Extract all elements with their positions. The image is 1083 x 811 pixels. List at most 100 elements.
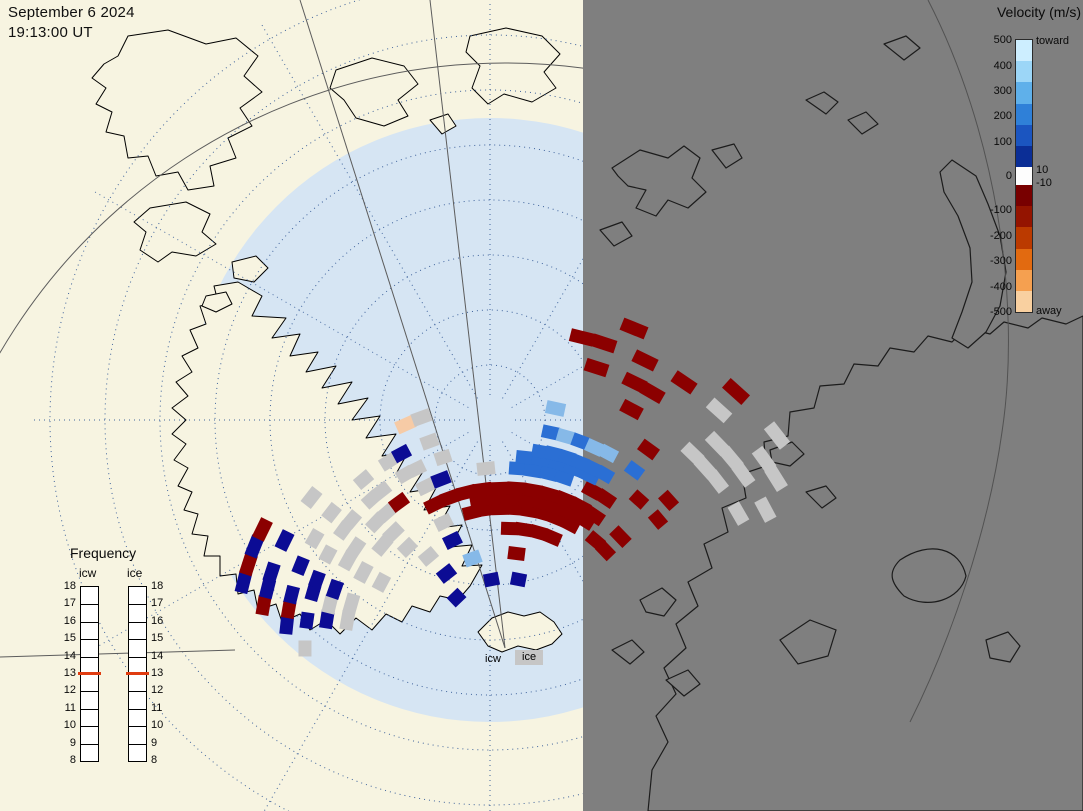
coast-fj-islet-b [847,111,879,135]
frequency-tick-label: 10 [63,719,76,731]
frequency-tick-label: 17 [63,597,76,609]
coast-iceland [477,611,563,653]
inlet-outline [779,619,837,665]
time-text: 19:13:00 UT [8,23,93,41]
velocity-tick-label: 500 [993,34,1012,46]
frequency-marker-icw [78,672,101,675]
max-range-arc [0,62,583,354]
colorbar-segment [1016,61,1032,83]
frequency-bar-gridline [129,726,146,727]
colorbar-segment [1016,248,1032,270]
coast-islet-d [201,291,233,313]
frequency-tick-label: 17 [151,597,164,609]
coast-arctic-island-b [133,201,217,263]
velocity-tick-label: 10 [1036,164,1049,176]
ice-site-label: ice [515,650,544,665]
colorbar-segment [1016,103,1032,125]
velocity-tick-label: 400 [993,60,1012,72]
velocity-legend: Velocity (m/s) toward away 500 400 300 200 1… [978,4,1083,344]
frequency-bar-gridline [81,691,98,692]
colorbar-segment [1016,124,1032,146]
frequency-bar-gridline [129,691,146,692]
frequency-bar-gridline [129,639,146,640]
colorbar-segment [1016,290,1032,313]
velocity-tick-label: -500 [989,306,1012,318]
frequency-tick-label: 9 [151,737,158,749]
velocity-tick-label: -300 [989,255,1012,267]
velocity-tick-label: -100 [989,204,1012,216]
date-text: September 6 2024 [8,4,135,21]
colorbar-segment [1016,206,1032,228]
frequency-tick-label: 18 [151,580,164,592]
frequency-tick-label: 8 [151,754,158,766]
coast-mid-islet-b [805,485,837,509]
coast-arctic-island-a [91,29,263,191]
frequency-bar-gridline [81,639,98,640]
frequency-tick-label: 16 [151,615,164,627]
frequency-bar-gridline [81,657,98,658]
frequency-tick-label: 15 [151,632,164,644]
coast-offshore-islet-b [611,639,645,665]
coast-svalbard-east [711,143,743,169]
frequency-tick-label: 11 [64,702,76,714]
frequency-bar-gridline [129,709,146,710]
inland-seas-night [779,548,967,665]
frequency-bar-gridline [81,744,98,745]
frequency-tick-label: 15 [63,632,76,644]
colorbar-segment [1016,145,1032,168]
coast-offshore-islet-c [665,669,701,697]
frequency-tick-label: 9 [69,737,76,749]
magnetic-grid-group [30,0,583,811]
coast-top-right-islet [883,35,921,61]
velocity-legend-title: Velocity (m/s) [996,4,1081,20]
frequency-panel: Frequency icw ice 18 18 17 17 16 16 15 15 14 14 13… [52,540,180,785]
night-meridian-arc [909,0,1009,723]
velocity-tick-label: 300 [993,85,1012,97]
fov-line-west [299,0,506,649]
frequency-tick-label: 11 [151,702,163,714]
coast-top-island-e [329,57,419,127]
frequency-icw-label: icw [79,566,97,580]
colorbar-away-segments [1016,185,1032,313]
toward-label: toward [1036,35,1070,47]
white-sea-outline [891,548,967,603]
velocity-tick-label: -200 [989,230,1012,242]
frequency-marker-ice [126,672,149,675]
coast-kolguev-islet [985,631,1021,663]
velocity-tick-label: -400 [989,281,1012,293]
colorbar-segment [1016,82,1032,104]
colorbar-segment [1016,40,1032,62]
away-label: away [1036,305,1062,317]
colorbar-segment [1016,269,1032,291]
frequency-bar-gridline [129,622,146,623]
velocity-tick-label: -10 [1036,177,1052,189]
coast-top-island-f [465,27,561,105]
frequency-bar-gridline [81,622,98,623]
coast-svalbard-main [611,145,707,217]
velocity-colorbar [1015,39,1033,313]
geo-parallel-line [0,649,236,658]
frequency-bar-gridline [81,726,98,727]
frequency-tick-label: 13 [151,667,164,679]
coast-fj-islet-a [805,91,839,115]
velocity-tick-label: 200 [993,110,1012,122]
velocity-tick-label: 100 [993,136,1012,148]
icw-site-label: icw [485,653,501,665]
frequency-bar-gridline [129,604,146,605]
colorbar-toward-segments [1016,40,1032,168]
coast-offshore-islet-a [639,587,677,617]
frequency-tick-label: 16 [63,615,76,627]
timestamp-block: September 6 2024 19:13:00 UT [8,3,135,42]
colorbar-segment [1016,185,1032,207]
frequency-tick-label: 12 [151,684,164,696]
frequency-ice-label: ice [127,566,143,580]
frequency-tick-label: 13 [63,667,76,679]
frequency-tick-label: 18 [63,580,76,592]
frequency-bar-gridline [81,604,98,605]
frequency-bar-gridline [129,744,146,745]
frequency-bar-gridline [81,709,98,710]
coast-svalbard-south [599,221,633,247]
